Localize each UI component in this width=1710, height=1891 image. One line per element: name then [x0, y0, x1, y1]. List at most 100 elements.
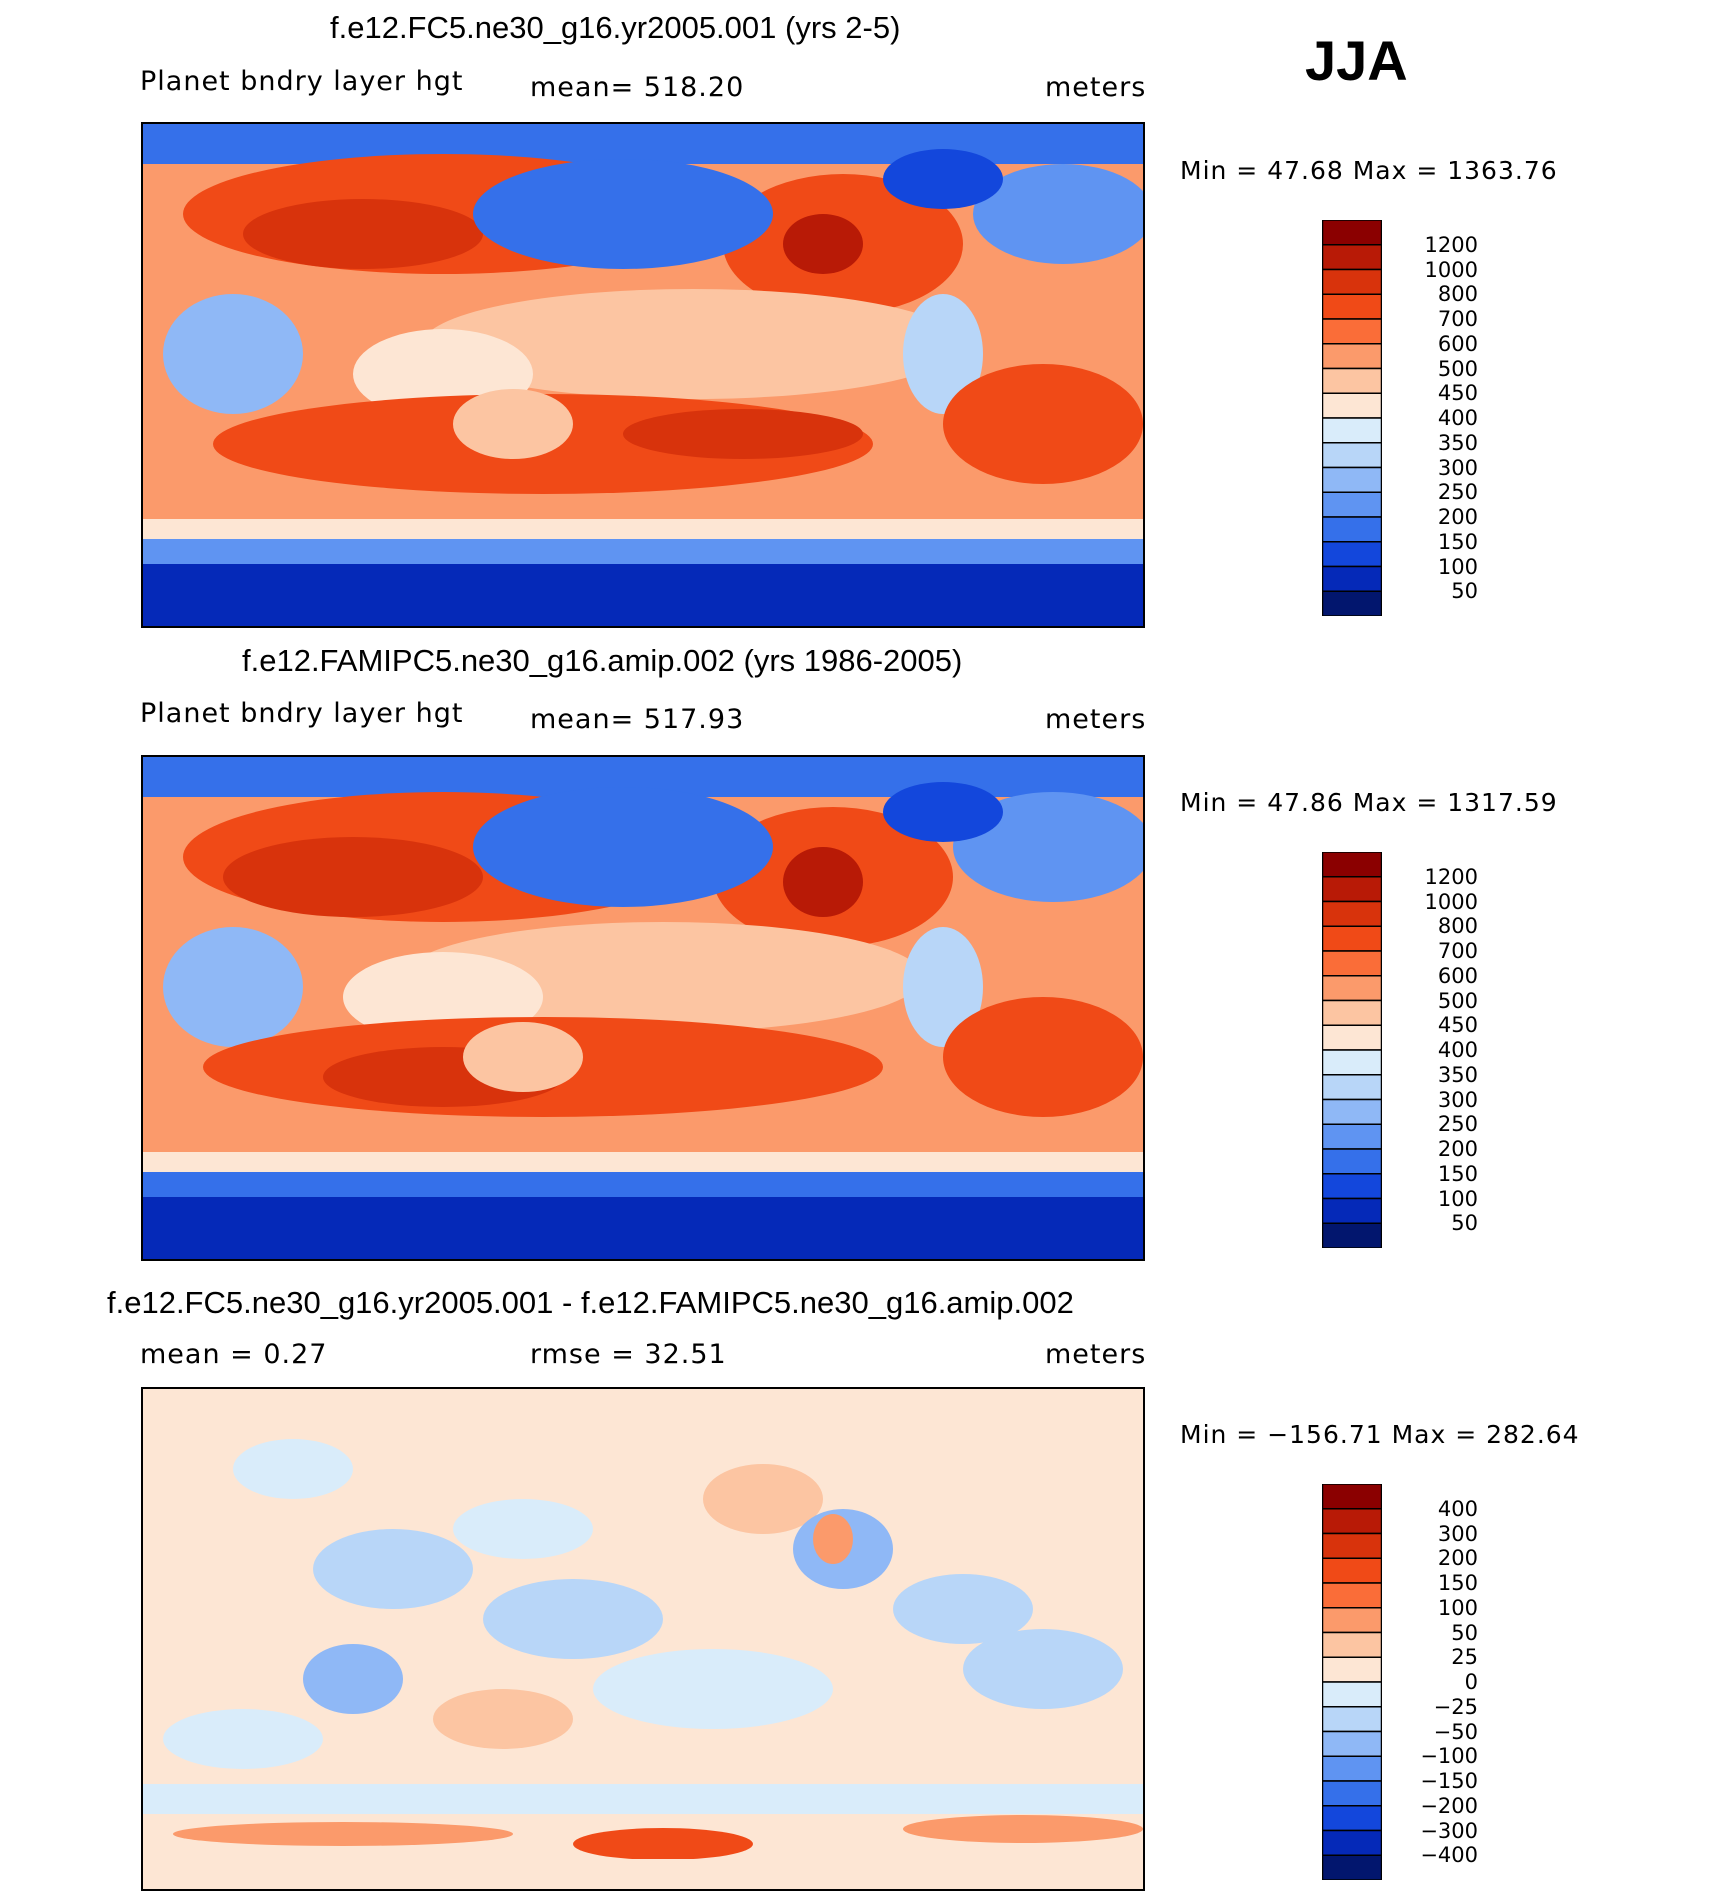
- panel-3-colorbar-box: [1321, 1508, 1383, 1535]
- panel-3-colorbar-labels: 400 300 200 150 100 50 25 0 −25 −50 −100 −150 −200 −3…: [1398, 1484, 1478, 1880]
- panel-1-colorbar-label: 400: [1437, 406, 1478, 430]
- panel-3-map: [141, 1387, 1145, 1891]
- panel-1-colorbar-label: 600: [1437, 331, 1478, 356]
- panel-3-colorbar-label: 400: [1437, 1496, 1478, 1521]
- panel-1-colorbar-box: [1321, 516, 1383, 543]
- panel-1-colorbar-box: [1321, 466, 1383, 493]
- panel-3-colorbar-box: [1321, 1730, 1383, 1757]
- panel-3-colorbar-box: [1321, 1557, 1383, 1584]
- panel-2-colorbar-label: 400: [1437, 1038, 1478, 1062]
- panel-1-colorbar-label: 100: [1437, 554, 1478, 579]
- panel-3-colorbar-box: [1321, 1656, 1383, 1683]
- panel-2-colorbar-box: [1321, 1148, 1383, 1175]
- panel-2-colorbar-label: 250: [1437, 1112, 1478, 1137]
- panel-2-colorbar-label: 300: [1437, 1087, 1478, 1112]
- panel-1-colorbar-label: 450: [1437, 381, 1478, 406]
- panel-2-colorbar-label: 450: [1437, 1013, 1478, 1038]
- panel-1-colorbar-box: [1321, 417, 1383, 444]
- panel-3-colorbar-box: [1321, 1805, 1383, 1832]
- season-label: JJA: [1305, 29, 1408, 92]
- panel-1-colorbar-box: [1321, 367, 1383, 394]
- panel-2-colorbar-label: 50: [1451, 1211, 1478, 1236]
- panel-2-colorbar-box: [1321, 1173, 1383, 1200]
- panel-3-colorbar-box: [1321, 1532, 1383, 1559]
- panel-3-mean-label: mean = 0.27: [140, 1339, 328, 1370]
- panel-3-map-field: [143, 1389, 1143, 1889]
- panel-1-colorbar-label: 1200: [1424, 232, 1478, 257]
- panel-2-colorbar-box: [1321, 1222, 1383, 1249]
- panel-2-colorbar-box: [1321, 1098, 1383, 1125]
- panel-3-colorbar-label: 200: [1437, 1546, 1478, 1571]
- panel-1-units-label: meters: [1045, 72, 1147, 103]
- panel-3-colorbar-box: [1321, 1483, 1383, 1510]
- panel-3-colorbar-box: [1321, 1829, 1383, 1856]
- panel-2-colorbar-label: 600: [1437, 963, 1478, 988]
- panel-3-colorbar-box: [1321, 1607, 1383, 1634]
- panel-3-colorbar-label: −150: [1420, 1769, 1478, 1793]
- panel-2-colorbar-box: [1321, 900, 1383, 927]
- panel-1-colorbar-box: [1321, 244, 1383, 271]
- panel-1-colorbar-box: [1321, 442, 1383, 469]
- panel-1-colorbar-box: [1321, 219, 1383, 246]
- panel-1-map-field: [143, 124, 1143, 626]
- panel-1-colorbar-label: 500: [1437, 356, 1478, 381]
- panel-2-units-label: meters: [1045, 704, 1147, 735]
- panel-2-colorbar-box: [1321, 851, 1383, 878]
- panel-3-colorbar: [1321, 1483, 1383, 1881]
- panel-3-colorbar-label: 300: [1437, 1521, 1478, 1546]
- panel-1-colorbar-labels: 1200 1000 800 700 600 500 450 400 350 300 250 200 15…: [1398, 220, 1478, 616]
- panel-3-colorbar-label: 25: [1451, 1645, 1478, 1670]
- panel-3-colorbar-box: [1321, 1631, 1383, 1658]
- panel-1-colorbar-label: 300: [1437, 455, 1478, 480]
- panel-1-colorbar-box: [1321, 491, 1383, 518]
- panel-2-colorbar-box: [1321, 999, 1383, 1026]
- panel-1-colorbar-box: [1321, 392, 1383, 419]
- panel-2-colorbar-label: 200: [1437, 1137, 1478, 1161]
- panel-3-colorbar-label: 50: [1451, 1620, 1478, 1645]
- panel-2-colorbar-box: [1321, 1024, 1383, 1051]
- panel-1-colorbar-label: 150: [1437, 529, 1478, 554]
- panel-3-rmse-label: rmse = 32.51: [530, 1339, 727, 1370]
- panel-2-colorbar-boxes: [1321, 851, 1383, 1249]
- panel-3-title: f.e12.FC5.ne30_g16.yr2005.001 - f.e12.FA…: [107, 1285, 1074, 1320]
- panel-3-min-max: Min = −156.71 Max = 282.64: [1180, 1420, 1580, 1449]
- panel-3-colorbar-boxes: [1321, 1483, 1383, 1881]
- panel-3-colorbar-box: [1321, 1582, 1383, 1609]
- panel-2-colorbar: [1321, 851, 1383, 1249]
- panel-1-colorbar-label: 800: [1437, 282, 1478, 307]
- panel-1-mean-label: mean= 518.20: [530, 72, 745, 103]
- panel-1-colorbar-label: 1000: [1424, 257, 1478, 282]
- panel-2-colorbar-box: [1321, 1074, 1383, 1101]
- panel-2-colorbar-label: 350: [1437, 1062, 1478, 1087]
- panel-3-colorbar-label: −50: [1433, 1719, 1478, 1744]
- panel-1-title: f.e12.FC5.ne30_g16.yr2005.001 (yrs 2-5): [330, 10, 901, 45]
- panel-1-colorbar-label: 350: [1437, 430, 1478, 455]
- panel-1-colorbar-label: 50: [1451, 579, 1478, 604]
- panel-1-colorbar-label: 250: [1437, 480, 1478, 505]
- panel-2-colorbar-box: [1321, 1197, 1383, 1224]
- panel-2-colorbar-box: [1321, 925, 1383, 952]
- panel-1-min-max: Min = 47.68 Max = 1363.76: [1180, 156, 1558, 185]
- panel-2-colorbar-label: 800: [1437, 914, 1478, 939]
- panel-1-colorbar-box: [1321, 293, 1383, 320]
- panel-3-colorbar-label: 150: [1437, 1571, 1478, 1595]
- panel-1-colorbar-label: 700: [1437, 307, 1478, 331]
- panel-3-colorbar-label: −300: [1420, 1818, 1478, 1843]
- panel-3-colorbar-label: −25: [1433, 1694, 1478, 1719]
- panel-3-colorbar-label: 100: [1437, 1595, 1478, 1620]
- panel-2-variable-label: Planet bndry layer hgt: [140, 698, 464, 729]
- panel-1-colorbar: [1321, 219, 1383, 617]
- panel-1-colorbar-box: [1321, 343, 1383, 370]
- panel-2-colorbar-box: [1321, 1123, 1383, 1150]
- panel-3-colorbar-label: 0: [1464, 1670, 1478, 1694]
- panel-1-colorbar-box: [1321, 541, 1383, 568]
- panel-2-colorbar-label: 1000: [1424, 889, 1478, 914]
- panel-2-map: [141, 755, 1145, 1261]
- panel-3-colorbar-box: [1321, 1854, 1383, 1881]
- panel-3-colorbar-label: −200: [1420, 1793, 1478, 1818]
- panel-2-colorbar-box: [1321, 876, 1383, 903]
- panel-3-colorbar-box: [1321, 1755, 1383, 1782]
- panel-2-colorbar-box: [1321, 975, 1383, 1002]
- panel-3-colorbar-box: [1321, 1780, 1383, 1807]
- panel-1-variable-label: Planet bndry layer hgt: [140, 66, 464, 97]
